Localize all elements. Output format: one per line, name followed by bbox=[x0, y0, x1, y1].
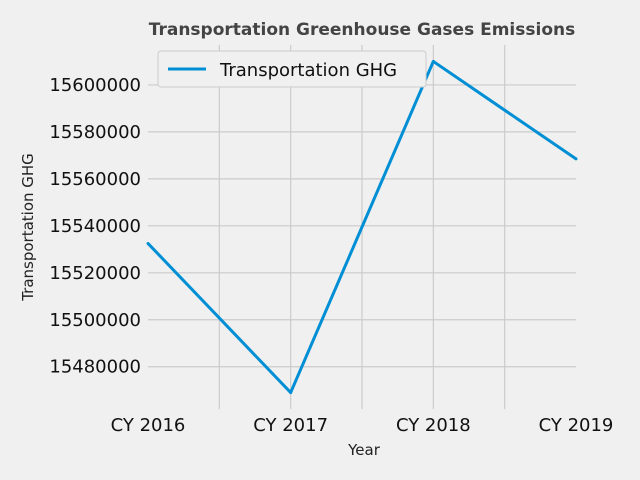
x-tick-label: CY 2016 bbox=[111, 415, 186, 436]
y-tick-label: 15560000 bbox=[49, 169, 141, 190]
x-tick-labels: CY 2016 CY 2017 CY 2018 CY 2019 bbox=[111, 415, 614, 436]
series-lines bbox=[146, 59, 578, 395]
y-axis-label: Transportation GHG bbox=[19, 153, 37, 302]
series-line bbox=[146, 59, 577, 395]
chart-title: Transportation Greenhouse Gases Emission… bbox=[149, 20, 575, 40]
y-tick-label: 15520000 bbox=[49, 263, 141, 284]
y-tick-label: 15580000 bbox=[49, 122, 141, 143]
data-point bbox=[574, 157, 578, 161]
x-tick-label: CY 2018 bbox=[396, 415, 471, 436]
y-tick-label: 15600000 bbox=[49, 75, 141, 96]
y-tick-label: 15540000 bbox=[49, 216, 141, 237]
data-point bbox=[289, 391, 293, 395]
legend-box bbox=[157, 50, 427, 88]
x-axis-label: Year bbox=[347, 441, 381, 459]
y-tick-label: 15480000 bbox=[49, 357, 141, 378]
legend-label: Transportation GHG bbox=[219, 60, 397, 81]
x-gridlines bbox=[218, 45, 506, 409]
data-point bbox=[431, 59, 435, 63]
y-tick-label: 15500000 bbox=[49, 310, 141, 331]
y-tick-labels: 15480000 15500000 15520000 15540000 15560000… bbox=[49, 75, 141, 378]
x-tick-label: CY 2017 bbox=[253, 415, 328, 436]
data-point bbox=[146, 241, 150, 245]
x-tick-label: CY 2019 bbox=[539, 415, 614, 436]
legend: Transportation GHG bbox=[157, 50, 427, 88]
